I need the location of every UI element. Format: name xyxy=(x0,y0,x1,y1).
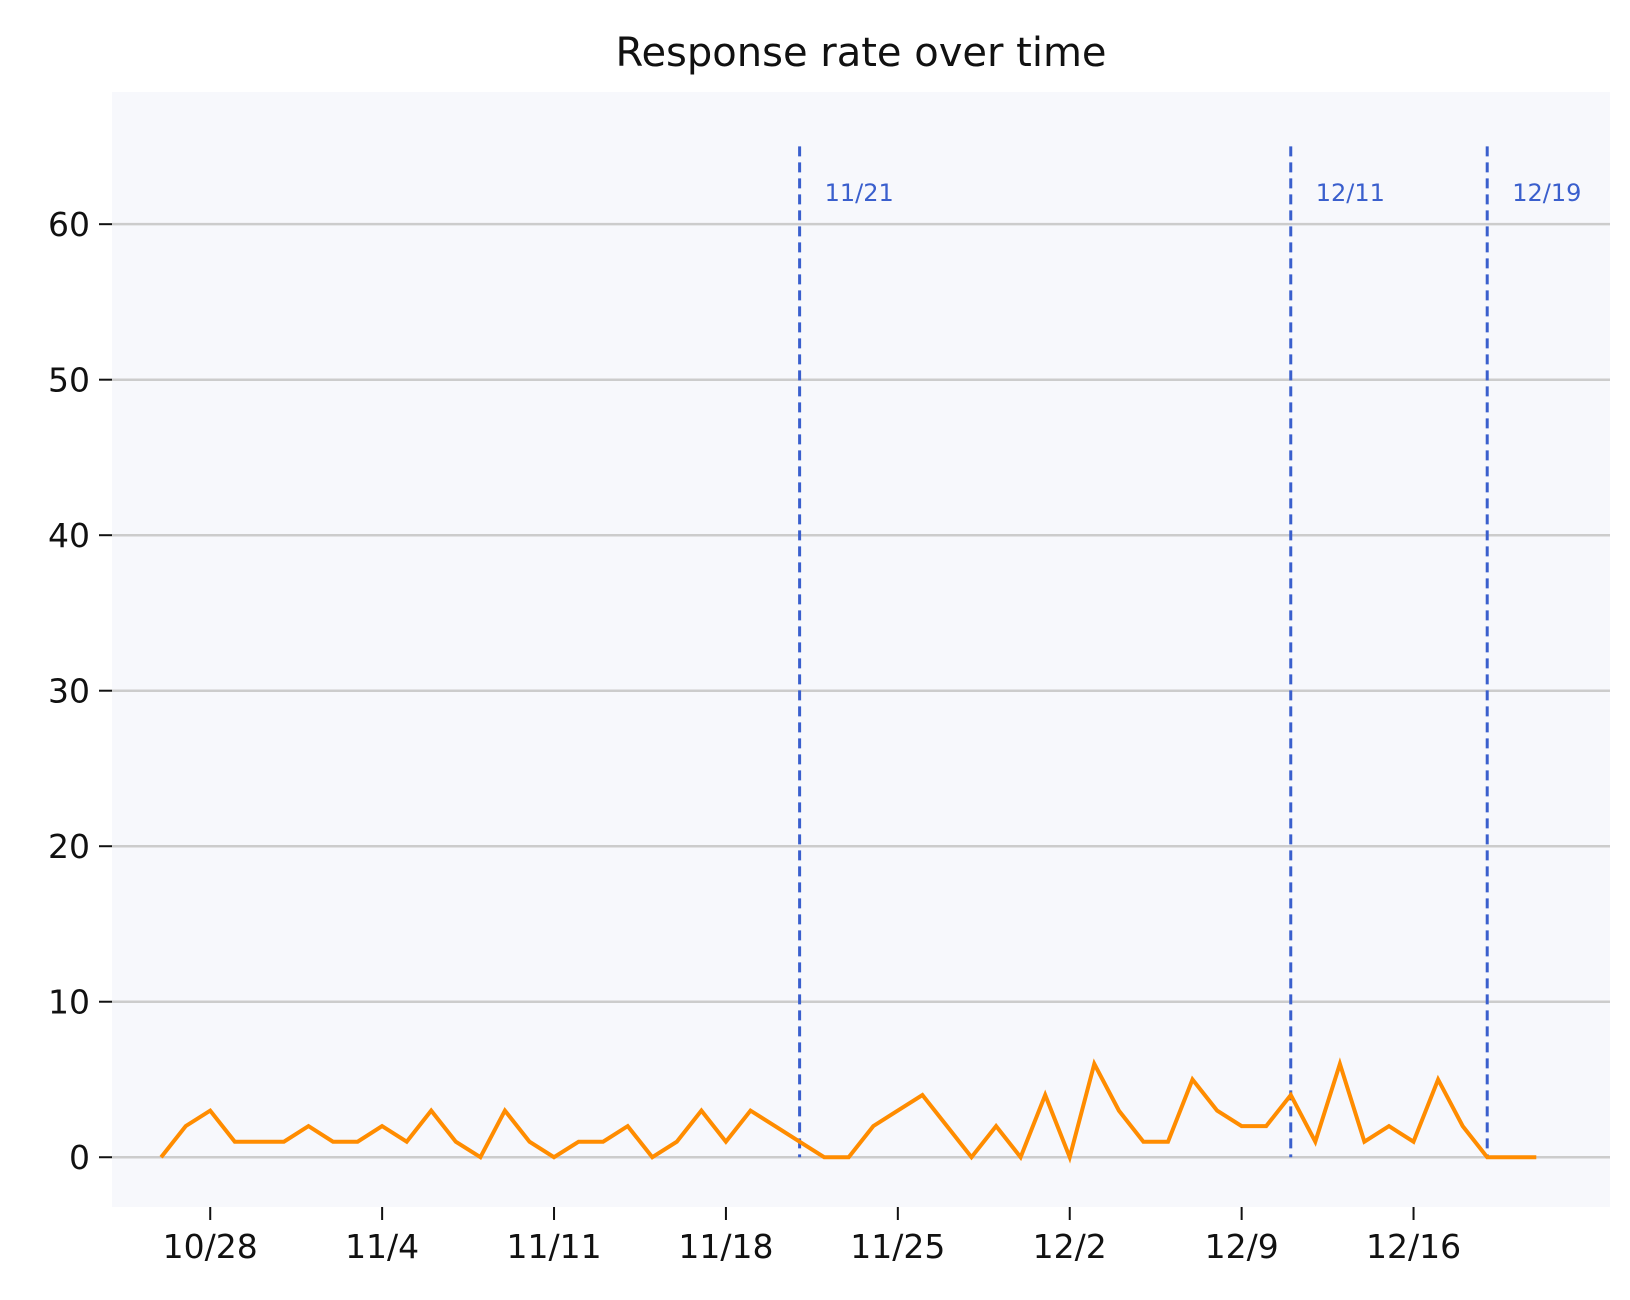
annotation-label: 11/21 xyxy=(825,179,894,207)
annotation-markers: 11/21 12/11 12/19 xyxy=(798,146,1581,1158)
y-tick-label: 10 xyxy=(48,983,90,1022)
x-tick-label: 11/18 xyxy=(678,1227,773,1266)
axes: 0 10 20 30 40 50 60 10/28 11/4 11/11 11/18 11/25 12/… xyxy=(48,205,1461,1266)
gridlines xyxy=(112,222,1610,1159)
x-tick-label: 11/25 xyxy=(850,1227,945,1266)
x-tick-label: 12/2 xyxy=(1033,1227,1107,1266)
y-tick-label: 30 xyxy=(48,672,90,711)
chart-title: Response rate over time xyxy=(615,30,1106,76)
y-tick-label: 40 xyxy=(48,516,90,555)
annotation-label: 12/19 xyxy=(1512,179,1581,207)
x-tick-label: 12/9 xyxy=(1205,1227,1279,1266)
response-rate-line xyxy=(159,1057,1537,1164)
annotation-label: 12/11 xyxy=(1316,179,1385,207)
y-tick-label: 20 xyxy=(48,827,90,866)
x-tick-label: 11/4 xyxy=(345,1227,419,1266)
x-tick-label: 11/11 xyxy=(506,1227,601,1266)
x-tick-label: 10/28 xyxy=(163,1227,258,1266)
y-tick-label: 60 xyxy=(48,205,90,244)
plot-background xyxy=(112,92,1610,1207)
y-tick-label: 50 xyxy=(48,361,90,400)
y-tick-label: 0 xyxy=(69,1138,90,1177)
x-tick-label: 12/16 xyxy=(1366,1227,1461,1266)
